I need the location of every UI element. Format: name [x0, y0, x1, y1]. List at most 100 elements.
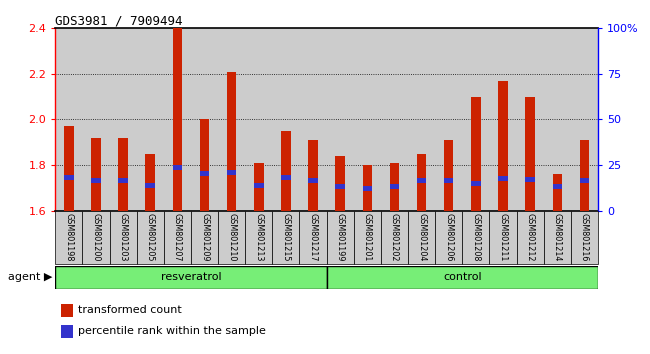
Text: GSM801212: GSM801212: [526, 213, 535, 262]
Bar: [254, 183, 263, 188]
Bar: [55, 266, 326, 289]
Bar: [417, 154, 426, 211]
Bar: [444, 140, 454, 211]
Bar: [327, 211, 354, 264]
Bar: [109, 28, 136, 211]
Text: percentile rank within the sample: percentile rank within the sample: [78, 326, 266, 336]
Bar: [281, 131, 291, 211]
Bar: [308, 178, 318, 183]
Bar: [272, 211, 300, 264]
Bar: [83, 28, 110, 211]
Bar: [300, 28, 326, 211]
Bar: [55, 211, 83, 264]
Text: GSM801215: GSM801215: [281, 213, 291, 262]
Bar: [390, 163, 399, 211]
Text: GSM801208: GSM801208: [471, 213, 480, 262]
Bar: [245, 28, 272, 211]
Bar: [254, 163, 263, 211]
Text: control: control: [443, 272, 482, 282]
Bar: [436, 211, 462, 264]
Text: agent ▶: agent ▶: [8, 272, 52, 282]
Bar: [552, 174, 562, 211]
Text: GSM801199: GSM801199: [335, 213, 345, 262]
Bar: [136, 28, 164, 211]
Text: GSM801211: GSM801211: [499, 213, 508, 262]
Bar: [517, 211, 544, 264]
Bar: [489, 211, 517, 264]
Bar: [517, 28, 544, 211]
Text: GDS3981 / 7909494: GDS3981 / 7909494: [55, 14, 183, 27]
Bar: [173, 165, 182, 170]
Text: GSM801213: GSM801213: [254, 213, 263, 262]
Text: GSM801201: GSM801201: [363, 213, 372, 262]
Text: GSM801204: GSM801204: [417, 213, 426, 262]
Bar: [471, 97, 480, 211]
Bar: [525, 177, 535, 182]
Bar: [363, 186, 372, 191]
Bar: [200, 171, 209, 176]
Text: GSM801198: GSM801198: [64, 213, 73, 262]
Bar: [327, 28, 354, 211]
Bar: [571, 28, 598, 211]
Text: GSM801217: GSM801217: [309, 213, 318, 262]
Bar: [543, 28, 571, 211]
Bar: [191, 28, 218, 211]
Text: resveratrol: resveratrol: [161, 272, 221, 282]
Bar: [471, 181, 480, 185]
Bar: [354, 211, 381, 264]
Bar: [227, 170, 237, 175]
Bar: [308, 140, 318, 211]
Bar: [462, 28, 489, 211]
Bar: [218, 211, 245, 264]
Text: GSM801202: GSM801202: [390, 213, 399, 262]
Bar: [580, 140, 589, 211]
Bar: [408, 211, 436, 264]
Text: GSM801210: GSM801210: [227, 213, 236, 262]
Bar: [381, 28, 408, 211]
Text: GSM801207: GSM801207: [173, 213, 182, 262]
Bar: [227, 72, 237, 211]
Bar: [335, 184, 345, 189]
Text: transformed count: transformed count: [78, 305, 182, 315]
Text: GSM801203: GSM801203: [118, 213, 127, 262]
Bar: [200, 119, 209, 211]
Bar: [436, 28, 462, 211]
Bar: [164, 28, 191, 211]
Bar: [281, 175, 291, 180]
Bar: [164, 211, 191, 264]
Bar: [499, 176, 508, 181]
Bar: [499, 81, 508, 211]
Bar: [525, 97, 535, 211]
Bar: [173, 28, 182, 211]
Text: GSM801216: GSM801216: [580, 213, 589, 262]
Bar: [462, 211, 489, 264]
Text: GSM801200: GSM801200: [92, 213, 101, 262]
Bar: [408, 28, 436, 211]
Bar: [335, 156, 345, 211]
Bar: [109, 211, 136, 264]
Bar: [444, 178, 454, 183]
Bar: [91, 138, 101, 211]
Bar: [136, 211, 164, 264]
Bar: [580, 178, 589, 183]
Bar: [327, 266, 598, 289]
Text: GSM801205: GSM801205: [146, 213, 155, 262]
Bar: [300, 211, 326, 264]
Bar: [381, 211, 408, 264]
Bar: [354, 28, 381, 211]
Bar: [245, 211, 272, 264]
Bar: [64, 126, 73, 211]
Bar: [552, 184, 562, 189]
Bar: [55, 28, 83, 211]
Bar: [60, 325, 73, 338]
Bar: [118, 138, 128, 211]
Bar: [390, 184, 399, 189]
Bar: [64, 175, 73, 180]
Bar: [272, 28, 300, 211]
Bar: [91, 178, 101, 183]
Bar: [146, 154, 155, 211]
Bar: [146, 183, 155, 188]
Bar: [543, 211, 571, 264]
Text: GSM801209: GSM801209: [200, 213, 209, 262]
Bar: [363, 165, 372, 211]
